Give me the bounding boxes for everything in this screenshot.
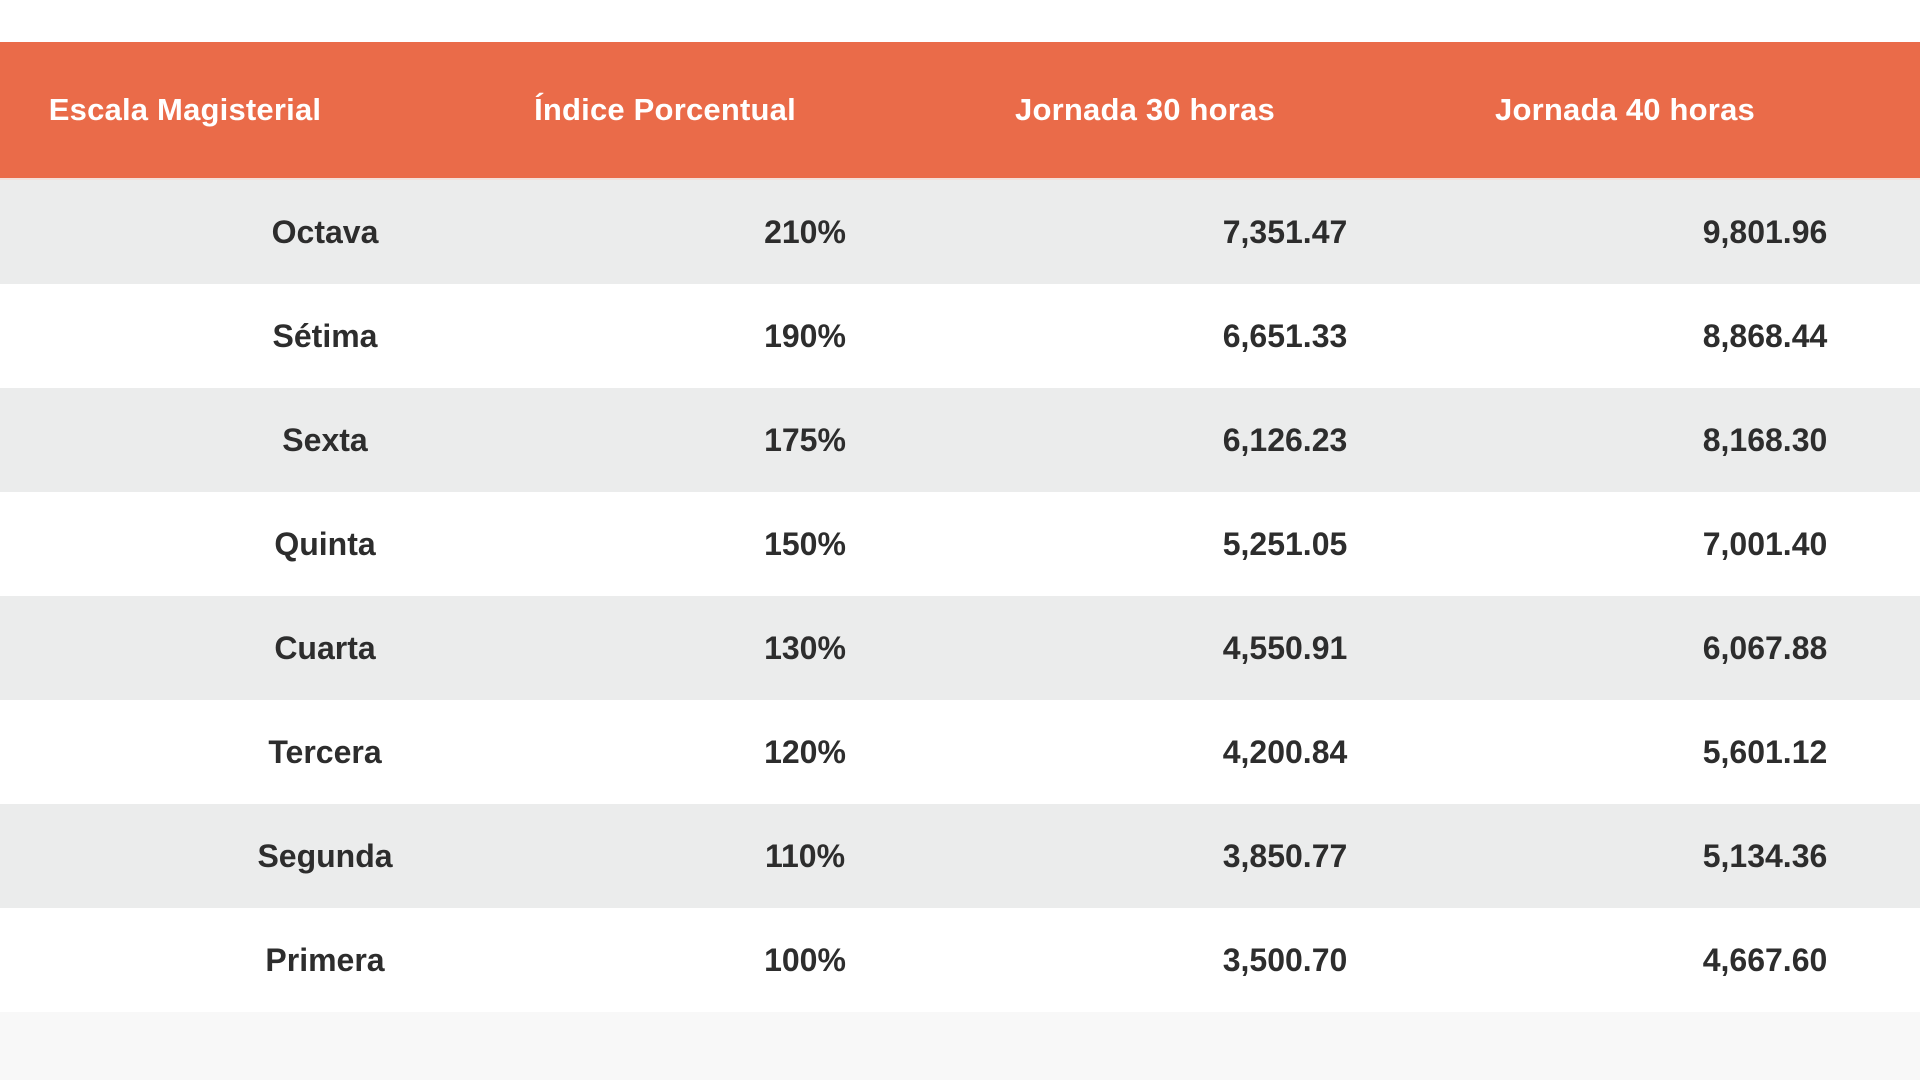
- cell-indice: 190%: [764, 317, 846, 354]
- salary-scale-table: Escala Magisterial Índice Porcentual Jor…: [0, 42, 1920, 1012]
- cell-escala: Tercera: [268, 733, 382, 770]
- cell-escala: Segunda: [257, 837, 393, 874]
- cell-jornada-30: 6,651.33: [1222, 317, 1348, 354]
- cell-indice: 150%: [764, 525, 846, 562]
- cell-indice: 210%: [764, 213, 846, 250]
- cell-indice: 120%: [764, 733, 846, 770]
- cell-indice: 130%: [764, 629, 846, 666]
- cell-jornada-30: 4,200.84: [1222, 733, 1348, 770]
- header-cell-jornada-30-horas: Jornada 30 horas: [1015, 92, 1275, 127]
- top-spacer: [0, 0, 1920, 42]
- footer-spacer: [0, 1012, 1920, 1080]
- cell-escala: Primera: [265, 941, 385, 978]
- header-cell-jornada-40-horas: Jornada 40 horas: [1495, 92, 1755, 127]
- cell-escala: Sexta: [282, 421, 368, 458]
- cell-escala: Sétima: [272, 317, 378, 354]
- header-cell-indice-porcentual: Índice Porcentual: [534, 92, 796, 127]
- table-row: Cuarta 130% 4,550.91 6,067.88: [0, 596, 1920, 700]
- table-row: Octava 210% 7,351.47 9,801.96: [0, 180, 1920, 284]
- cell-escala: Quinta: [274, 525, 376, 562]
- table-row: Quinta 150% 5,251.05 7,001.40: [0, 492, 1920, 596]
- cell-jornada-40: 8,868.44: [1702, 317, 1828, 354]
- cell-jornada-30: 3,850.77: [1222, 837, 1348, 874]
- cell-jornada-30: 7,351.47: [1222, 213, 1348, 250]
- cell-indice: 175%: [764, 421, 846, 458]
- cell-jornada-40: 5,134.36: [1702, 837, 1828, 874]
- cell-indice: 100%: [764, 941, 846, 978]
- cell-jornada-30: 3,500.70: [1222, 941, 1348, 978]
- cell-jornada-40: 5,601.12: [1702, 733, 1828, 770]
- cell-jornada-40: 4,667.60: [1702, 941, 1828, 978]
- cell-jornada-30: 4,550.91: [1222, 629, 1348, 666]
- cell-escala: Cuarta: [274, 629, 376, 666]
- cell-jornada-40: 6,067.88: [1702, 629, 1828, 666]
- table-header-row: Escala Magisterial Índice Porcentual Jor…: [0, 42, 1920, 180]
- table-row: Primera 100% 3,500.70 4,667.60: [0, 908, 1920, 1012]
- cell-jornada-40: 7,001.40: [1702, 525, 1828, 562]
- table-row: Tercera 120% 4,200.84 5,601.12: [0, 700, 1920, 804]
- table-row: Sexta 175% 6,126.23 8,168.30: [0, 388, 1920, 492]
- cell-indice: 110%: [764, 837, 846, 874]
- table-row: Segunda 110% 3,850.77 5,134.36: [0, 804, 1920, 908]
- cell-jornada-30: 6,126.23: [1222, 421, 1348, 458]
- table-row: Sétima 190% 6,651.33 8,868.44: [0, 284, 1920, 388]
- cell-escala: Octava: [271, 213, 379, 250]
- cell-jornada-30: 5,251.05: [1222, 525, 1348, 562]
- header-cell-escala-magisterial: Escala Magisterial: [48, 92, 322, 127]
- cell-jornada-40: 9,801.96: [1702, 213, 1828, 250]
- cell-jornada-40: 8,168.30: [1702, 421, 1828, 458]
- table-body: Octava 210% 7,351.47 9,801.96 Sétima 190…: [0, 180, 1920, 1012]
